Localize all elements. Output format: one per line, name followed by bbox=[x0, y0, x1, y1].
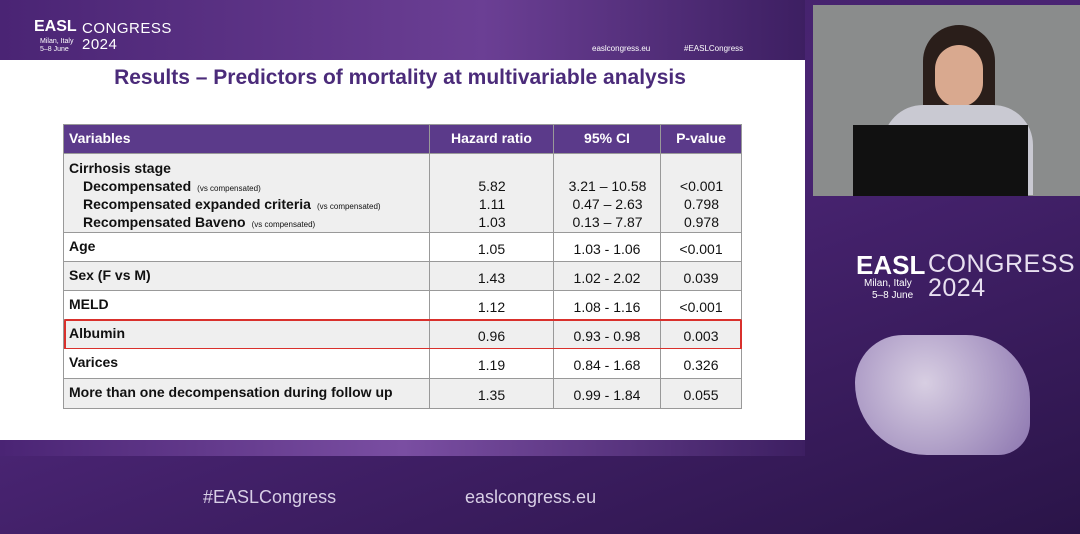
column-header: Hazard ratio bbox=[430, 124, 554, 154]
note: (vs compensated) bbox=[316, 202, 381, 211]
column-header: P-value bbox=[661, 124, 742, 154]
webcam bbox=[813, 5, 1080, 196]
logo-brand: EASL bbox=[856, 250, 926, 280]
side-logo: EASL CONGRESS Milan, Italy 5–8 June 2024 bbox=[820, 230, 1075, 310]
cell bbox=[430, 154, 554, 233]
subrow-label: Recompensated expanded criteria (vs compe… bbox=[83, 196, 381, 212]
cell bbox=[661, 154, 742, 233]
value: 0.326 bbox=[661, 349, 742, 379]
logo-word: CONGRESS bbox=[82, 20, 172, 37]
note: (vs compensated) bbox=[251, 220, 316, 229]
value: 1.43 bbox=[430, 262, 554, 291]
logo-word: CONGRESS bbox=[928, 250, 1076, 278]
value: 0.798 bbox=[683, 196, 720, 212]
row-label: MELD bbox=[63, 291, 430, 320]
logo-place: Milan, Italy bbox=[40, 38, 74, 45]
row-label: More than one decompensation during foll… bbox=[63, 379, 430, 409]
value: 1.12 bbox=[430, 291, 554, 320]
logo-year: 2024 bbox=[82, 36, 118, 53]
liver-graphic bbox=[855, 335, 1030, 455]
value: 0.055 bbox=[661, 379, 742, 409]
website: easlcongress.eu bbox=[592, 44, 651, 53]
value: <0.001 bbox=[679, 178, 724, 194]
footer-hashtag: #EASLCongress bbox=[203, 487, 337, 507]
row-label: Varices bbox=[63, 349, 430, 379]
column-header: 95% CI bbox=[554, 124, 661, 154]
value: 1.11 bbox=[478, 196, 506, 212]
lectern bbox=[853, 125, 1028, 196]
subrow-label: Recompensated Baveno (vs compensated) bbox=[83, 214, 315, 230]
value: 0.978 bbox=[683, 214, 720, 230]
label: Recompensated expanded criteria bbox=[83, 196, 311, 212]
value: 1.35 bbox=[430, 379, 554, 409]
cell bbox=[63, 154, 430, 233]
value: 0.13 – 7.87 bbox=[572, 214, 643, 230]
footer-website: easlcongress.eu bbox=[465, 487, 597, 507]
value: 3.21 – 10.58 bbox=[568, 178, 647, 194]
slide-header: EASL CONGRESS Milan, Italy 5–8 June 2024… bbox=[0, 0, 805, 60]
subrow-label: Decompensated (vs compensated) bbox=[83, 178, 261, 194]
value: <0.001 bbox=[661, 233, 742, 262]
value: 5.82 bbox=[478, 178, 506, 194]
slide-footer-band bbox=[0, 440, 805, 456]
logo-brand: EASL bbox=[34, 18, 77, 35]
cell bbox=[554, 154, 661, 233]
label: Recompensated Baveno bbox=[83, 214, 246, 230]
value: 0.99 - 1.84 bbox=[554, 379, 661, 409]
value: 1.19 bbox=[430, 349, 554, 379]
value: 1.03 - 1.06 bbox=[554, 233, 661, 262]
column-header: Variables bbox=[63, 124, 430, 154]
row-label: Sex (F vs M) bbox=[63, 262, 430, 291]
row-label: Age bbox=[63, 233, 430, 262]
value: 1.03 bbox=[478, 214, 506, 230]
table-border bbox=[63, 124, 742, 409]
value: 1.05 bbox=[430, 233, 554, 262]
hashtag: #EASLCongress bbox=[684, 44, 744, 53]
logo-dates: 5–8 June bbox=[40, 46, 69, 53]
value: 0.47 – 2.63 bbox=[572, 196, 643, 212]
value: 0.93 - 0.98 bbox=[554, 320, 661, 349]
logo-dates: 5–8 June bbox=[872, 290, 914, 301]
value: 0.039 bbox=[661, 262, 742, 291]
presenter-face bbox=[935, 45, 983, 107]
label: Decompensated bbox=[83, 178, 192, 194]
value: 0.84 - 1.68 bbox=[554, 349, 661, 379]
logo-year: 2024 bbox=[928, 274, 986, 302]
slide-title: Results – Predictors of mortality at mul… bbox=[114, 66, 686, 89]
logo-place: Milan, Italy bbox=[864, 278, 912, 289]
row-label: Cirrhosis stage bbox=[69, 160, 171, 176]
value: <0.001 bbox=[661, 291, 742, 320]
value: 1.02 - 2.02 bbox=[554, 262, 661, 291]
note: (vs compensated) bbox=[197, 184, 261, 193]
